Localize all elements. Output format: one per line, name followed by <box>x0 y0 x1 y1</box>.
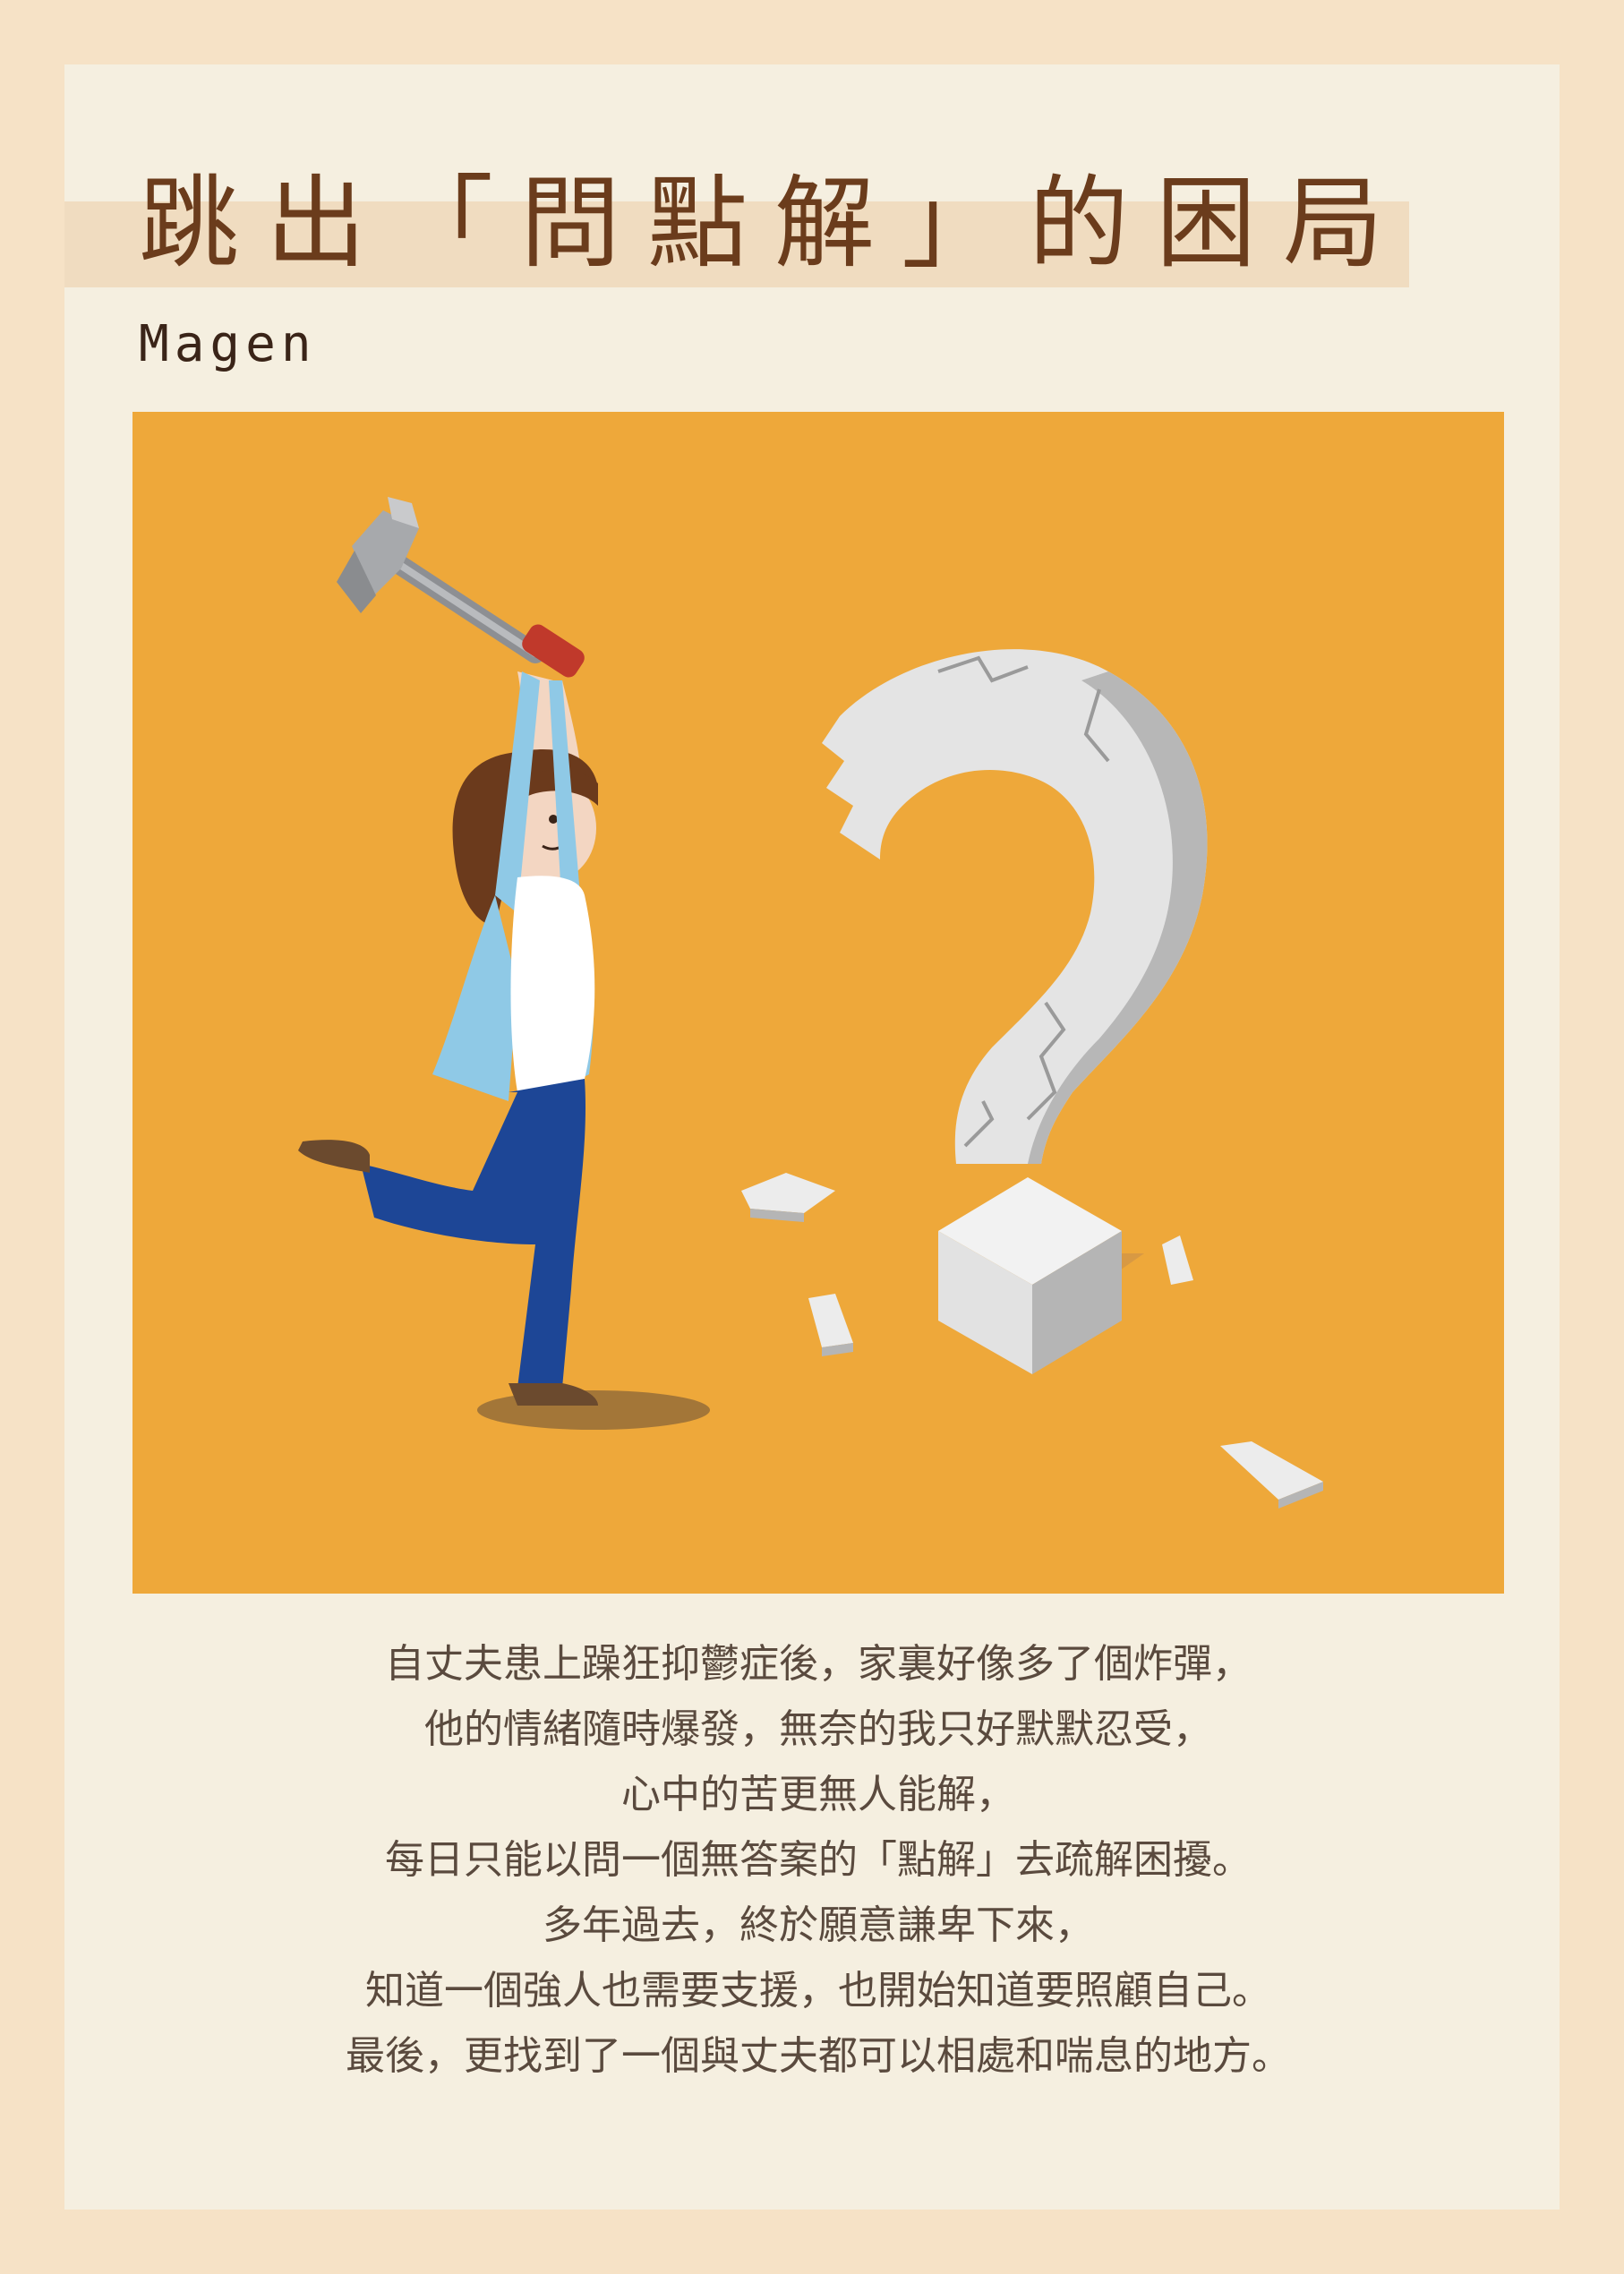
story-line: 他的情緒隨時爆發，無奈的我只好默默忍受， <box>424 1706 1212 1752</box>
stone-fragments <box>741 1173 1323 1509</box>
story-line: 每日只能以問一個無答案的「點解」去疏解困擾。 <box>385 1837 1252 1883</box>
question-mark-dot-cube <box>938 1177 1144 1374</box>
story-line: 知道一個強人也需要支援，也開始知道要照顧自己。 <box>365 1968 1271 2013</box>
woman-jeans <box>361 1079 586 1388</box>
story-text: 自丈夫患上躁狂抑鬱症後，家裏好像多了個炸彈， 他的情緒隨時爆發，無奈的我只好默默… <box>132 1631 1504 2089</box>
woman-shadow <box>477 1390 710 1430</box>
poster-title: 跳出「問點解」的困局 <box>139 166 1410 282</box>
story-line: 多年過去，終於願意謙卑下來， <box>543 1902 1094 1948</box>
woman-shoe-back <box>298 1140 370 1173</box>
broken-question-mark <box>822 649 1208 1164</box>
woman-cardigan <box>432 895 517 1101</box>
illustration <box>132 412 1504 1594</box>
title-highlight-band <box>64 201 1409 287</box>
author-name: Magen <box>139 315 317 373</box>
story-line: 心中的苦更無人能解， <box>621 1772 1015 1817</box>
woman-shoe-front <box>509 1383 598 1406</box>
story-line: 自丈夫患上躁狂抑鬱症後，家裏好像多了個炸彈， <box>385 1641 1252 1687</box>
story-line: 最後，更找到了一個與丈夫都可以相處和喘息的地方。 <box>346 2033 1291 2079</box>
hammer <box>337 497 585 678</box>
woman-shirt <box>510 876 595 1092</box>
illustration-svg <box>298 497 1323 1509</box>
